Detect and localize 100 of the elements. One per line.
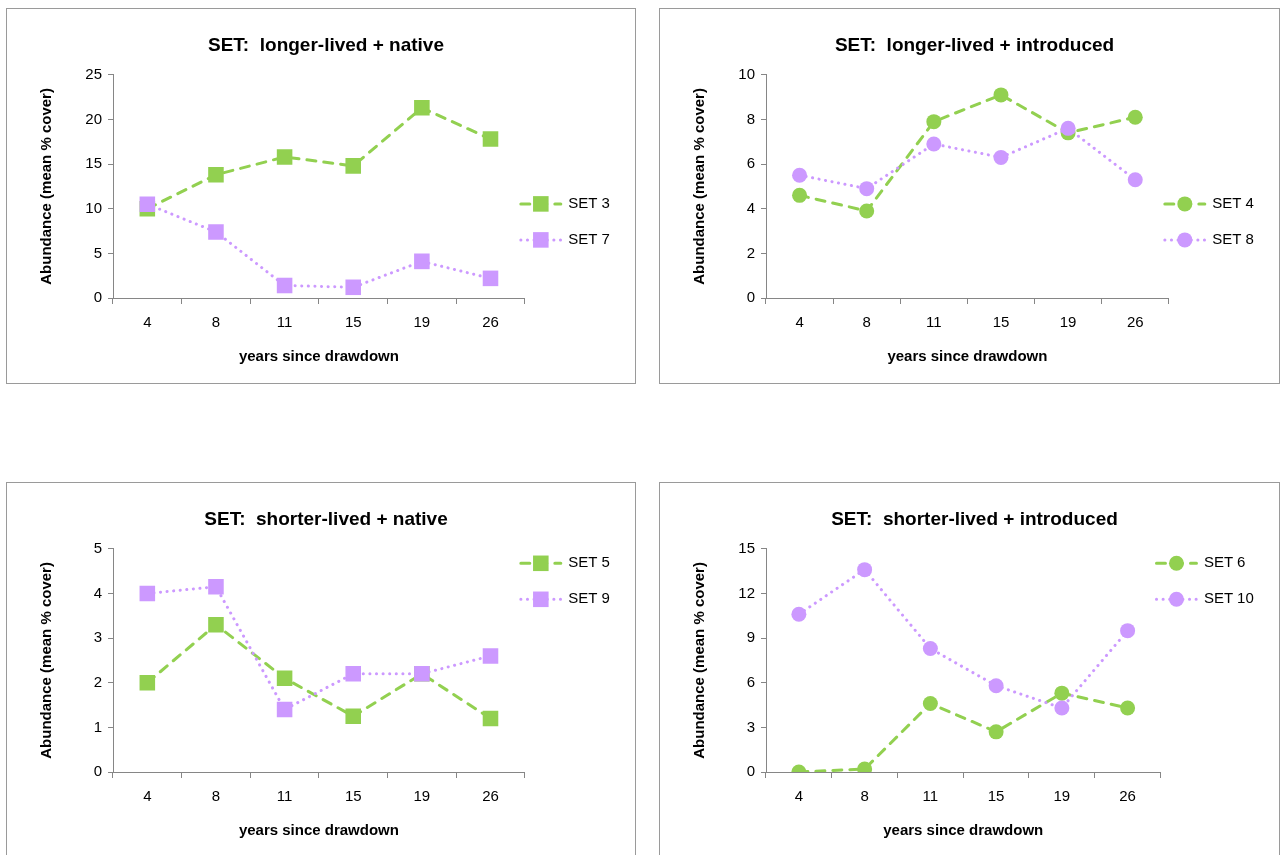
y-tick-label: 6	[746, 672, 755, 690]
y-tick-label: 12	[738, 583, 755, 601]
point	[414, 100, 430, 116]
x-tick-label: 26	[482, 787, 499, 805]
y-tick-label: 10	[738, 64, 755, 82]
x-tick-label: 8	[860, 787, 869, 805]
point	[482, 131, 499, 147]
x-tick-label: 11	[276, 787, 293, 805]
point	[922, 696, 938, 712]
legend-label: SET 10	[1203, 589, 1254, 607]
y-tick-label: 3	[746, 717, 755, 735]
x-tick-label: 4	[143, 787, 152, 805]
point	[1054, 700, 1070, 716]
point	[859, 203, 875, 219]
point	[792, 167, 808, 183]
legend-label: SET 8	[1212, 230, 1254, 248]
point	[993, 149, 1009, 165]
point	[988, 724, 1004, 740]
point	[791, 606, 807, 622]
legend-label: SET 3	[568, 194, 610, 212]
point	[993, 87, 1009, 103]
y-axis-title: Abundance (mean % cover)	[37, 562, 55, 759]
point	[276, 701, 293, 718]
point	[345, 279, 362, 296]
point	[208, 578, 224, 595]
y-tick-label: 3	[93, 628, 102, 646]
y-tick-label: 9	[746, 628, 755, 646]
y-tick-label: 15	[738, 538, 755, 556]
y-tick-label: 5	[93, 243, 102, 261]
x-tick-label: 15	[344, 787, 362, 805]
chart-title: SET: longer-lived + introduced	[834, 33, 1115, 55]
x-tick-label: 4	[143, 313, 152, 331]
chart-title: SET: shorter-lived + introduced	[831, 507, 1118, 529]
y-tick-label: 8	[746, 109, 755, 127]
point	[345, 708, 362, 724]
y-axis-title: Abundance (mean % cover)	[690, 88, 708, 285]
y-tick-label: 20	[85, 109, 102, 127]
point	[988, 678, 1004, 694]
x-axis-title: years since drawdown	[887, 347, 1048, 365]
x-tick-label: 4	[794, 787, 804, 805]
x-tick-label: 11	[926, 313, 942, 331]
point	[208, 224, 224, 240]
point	[482, 710, 499, 727]
chart-title: SET: longer-lived + native	[208, 33, 444, 55]
point	[792, 187, 808, 203]
point	[139, 674, 156, 691]
point	[345, 158, 362, 174]
point	[1120, 700, 1136, 716]
y-axis-title: Abundance (mean % cover)	[37, 88, 55, 285]
y-tick-label: 0	[746, 762, 755, 780]
point	[276, 670, 293, 687]
legend-label: SET 6	[1203, 553, 1246, 571]
legend-label: SET 9	[568, 589, 610, 607]
x-tick-label: 19	[413, 313, 431, 331]
x-tick-label: 26	[482, 313, 499, 331]
point	[926, 136, 942, 152]
x-tick-label: 15	[987, 787, 1005, 805]
point	[208, 167, 224, 183]
legend-label: SET 4	[1212, 194, 1254, 212]
point	[276, 277, 293, 294]
x-tick-label: 8	[862, 313, 871, 331]
y-tick-label: 6	[746, 154, 755, 172]
point	[208, 616, 224, 633]
chart-title: SET: shorter-lived + native	[204, 507, 448, 529]
y-tick-label: 2	[93, 672, 102, 690]
x-tick-label: 4	[795, 313, 804, 331]
y-axis-title: Abundance (mean % cover)	[690, 562, 708, 759]
x-axis-title: years since drawdown	[238, 347, 399, 365]
y-tick-label: 0	[93, 762, 102, 780]
point	[276, 149, 293, 165]
x-tick-label: 19	[413, 787, 431, 805]
point	[139, 196, 156, 213]
y-tick-label: 25	[85, 64, 102, 82]
x-tick-label: 26	[1126, 313, 1144, 331]
y-tick-label: 4	[746, 198, 755, 216]
point	[926, 114, 942, 130]
point	[1120, 623, 1136, 639]
point	[922, 641, 938, 656]
point	[1060, 120, 1076, 136]
x-tick-label: 8	[211, 787, 221, 805]
x-axis-title: years since drawdown	[238, 821, 399, 839]
point	[857, 562, 873, 578]
x-tick-label: 11	[922, 787, 939, 805]
legend-label: SET 5	[568, 553, 610, 571]
legend-label: SET 7	[568, 230, 610, 248]
x-tick-label: 26	[1119, 787, 1136, 805]
y-tick-label: 0	[93, 288, 102, 306]
x-tick-label: 15	[992, 313, 1010, 331]
point	[859, 181, 875, 197]
x-tick-label: 8	[211, 313, 221, 331]
point	[1054, 685, 1070, 701]
x-tick-label: 11	[276, 313, 293, 331]
x-axis-title: years since drawdown	[883, 821, 1044, 839]
x-tick-label: 19	[1053, 787, 1071, 805]
y-tick-label: 0	[746, 288, 755, 306]
y-tick-label: 2	[746, 243, 755, 261]
y-tick-label: 4	[93, 583, 102, 601]
y-tick-label: 5	[93, 538, 102, 556]
point	[1127, 109, 1143, 125]
point	[345, 666, 362, 682]
